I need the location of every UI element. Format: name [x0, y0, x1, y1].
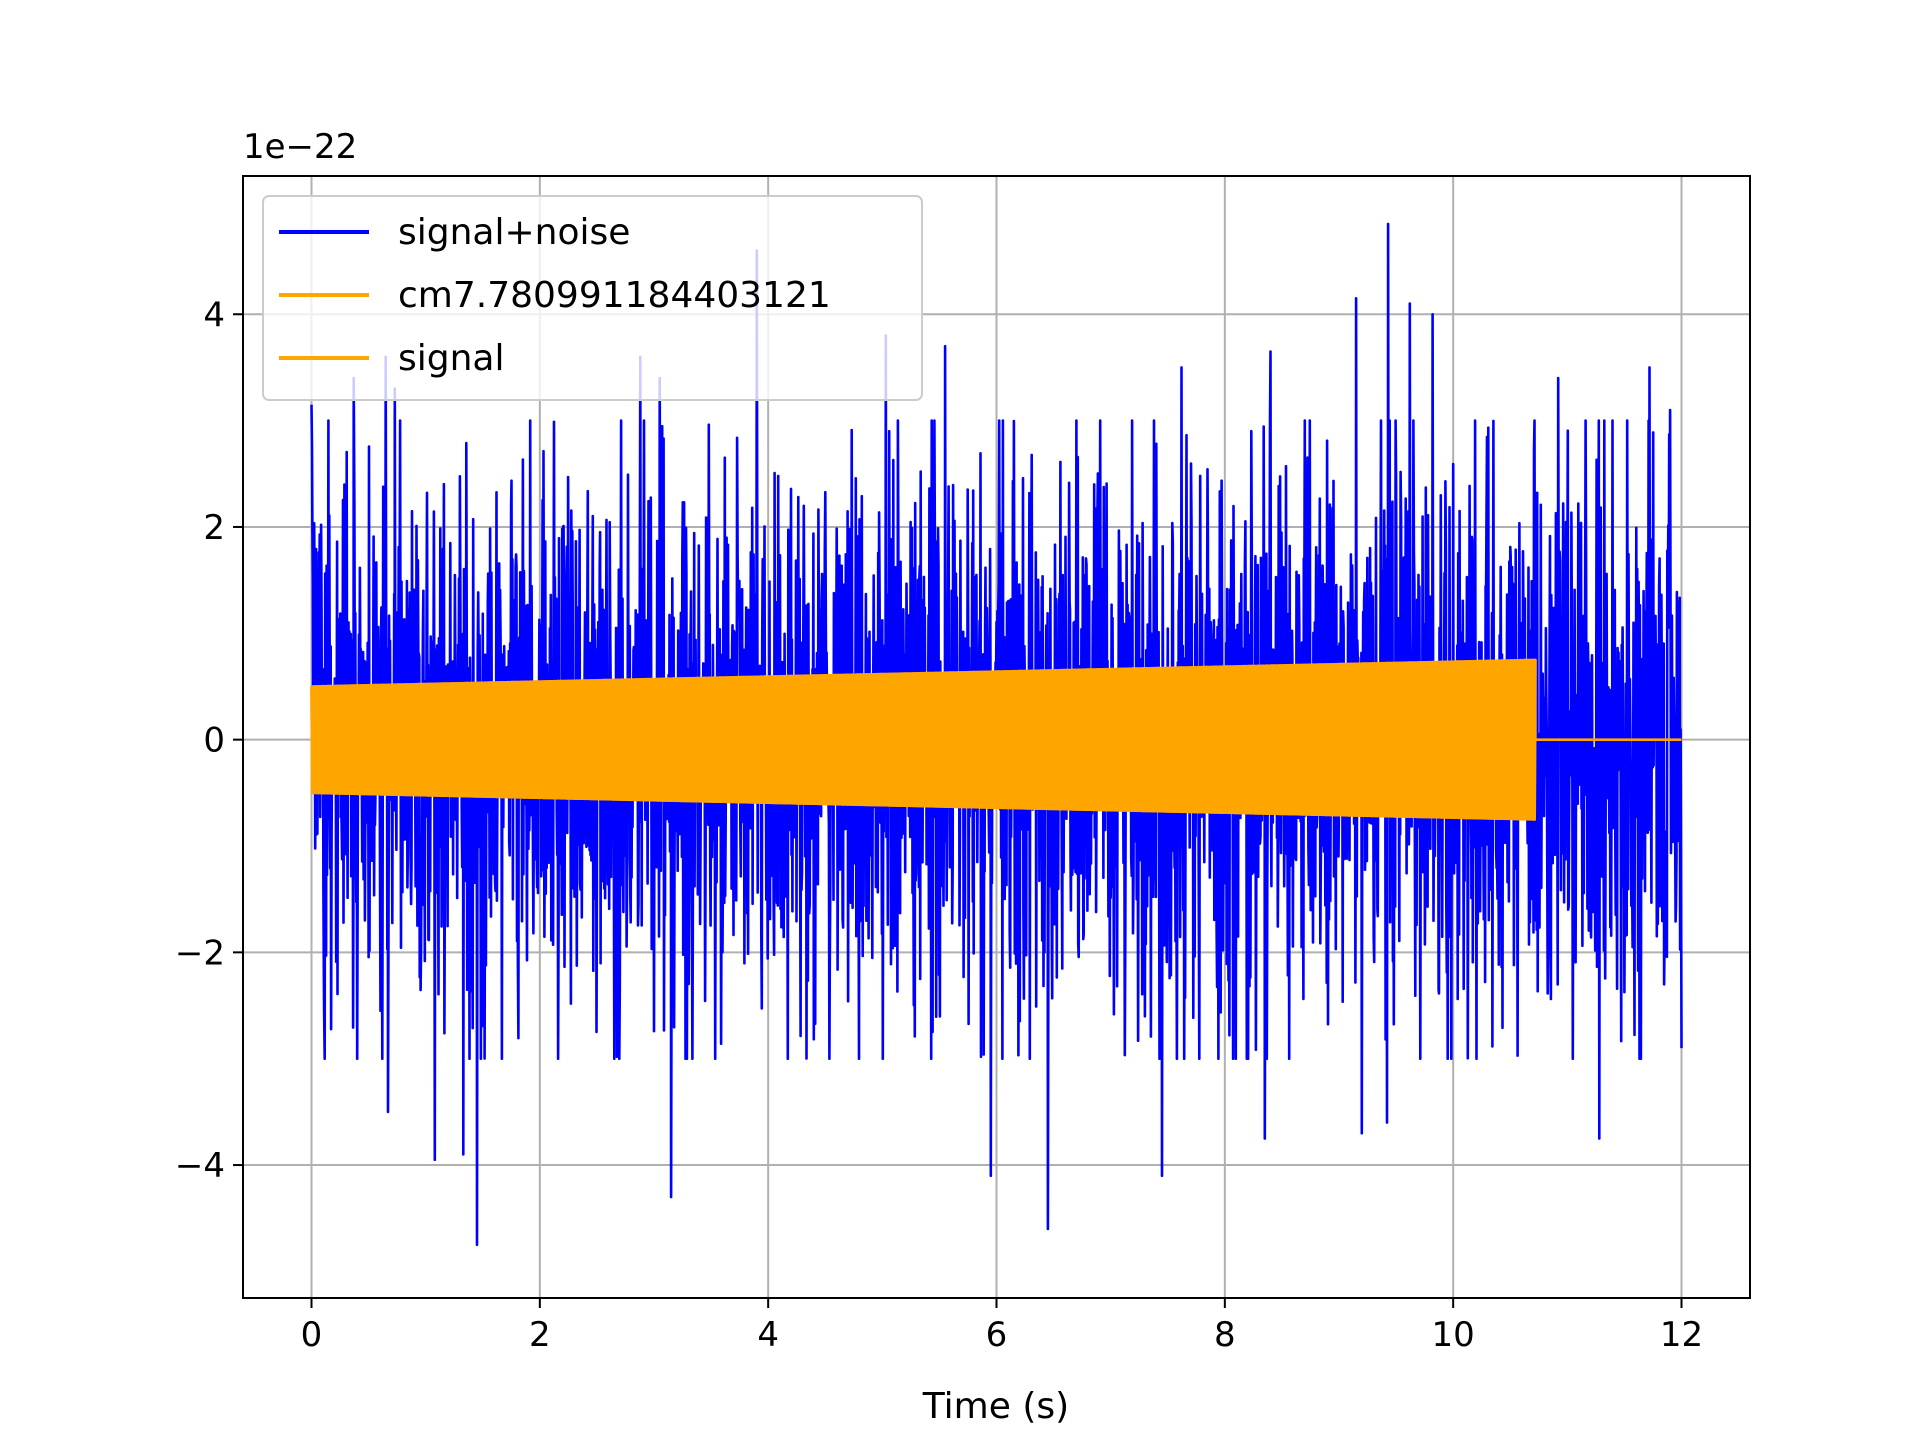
plot-area [310, 222, 1683, 1247]
y-tick-label: 0 [203, 721, 225, 761]
x-axis-ticks: 0 2 4 6 8 10 12 [301, 1298, 1703, 1355]
x-axis-label: Time (s) [922, 1386, 1069, 1427]
y-axis-ticks: −4 −2 0 2 4 [175, 295, 243, 1186]
x-tick-label: 2 [529, 1315, 551, 1355]
legend-label-signal: signal [398, 338, 505, 379]
legend-label-signal-noise: signal+noise [398, 212, 630, 253]
legend: signal+noise cm7.780991184403121 signal [262, 195, 923, 401]
x-tick-label: 6 [986, 1315, 1008, 1355]
x-tick-label: 12 [1660, 1315, 1703, 1355]
x-tick-label: 0 [301, 1315, 323, 1355]
y-tick-label: −4 [175, 1146, 225, 1186]
y-tick-label: 4 [203, 295, 225, 335]
y-tick-label: −2 [175, 933, 225, 973]
x-tick-label: 8 [1214, 1315, 1236, 1355]
legend-label-template: cm7.780991184403121 [398, 275, 831, 316]
y-offset-label: 1e−22 [243, 127, 357, 167]
x-tick-label: 4 [757, 1315, 779, 1355]
series-signal-line [310, 658, 1682, 821]
y-tick-label: 2 [203, 508, 225, 548]
series-signal-noise-line [310, 222, 1683, 1247]
x-tick-label: 10 [1432, 1315, 1475, 1355]
legend-box [262, 195, 923, 401]
